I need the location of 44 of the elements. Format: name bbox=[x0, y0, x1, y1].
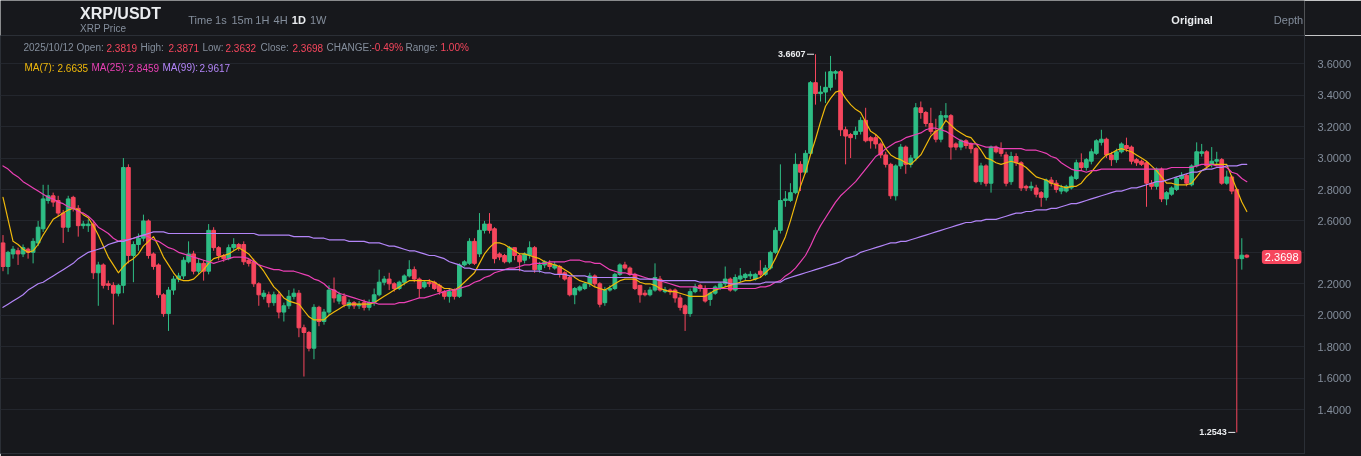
text: Original bbox=[1171, 13, 1213, 26]
y-tick-label: 1.4000 bbox=[1317, 403, 1352, 416]
text: MA(25): bbox=[91, 62, 128, 73]
annotation: 2.3871 bbox=[168, 42, 200, 54]
annotation: 2.8459 bbox=[128, 62, 160, 74]
annotation: Range: bbox=[405, 42, 438, 53]
annotation: 2.3819 bbox=[106, 42, 138, 54]
annotation: -0.49% bbox=[371, 42, 404, 53]
annotation: Open: bbox=[76, 42, 104, 53]
y-tick-label: 2.0000 bbox=[1317, 309, 1352, 322]
annotation: CHANGE: bbox=[326, 42, 373, 53]
text: 1s bbox=[215, 13, 228, 26]
text: Time bbox=[188, 13, 213, 26]
text: 1W bbox=[309, 13, 328, 26]
text: MA(99): bbox=[162, 62, 199, 73]
y-tick-label: 2.2000 bbox=[1317, 277, 1352, 290]
annotation: Close: bbox=[260, 42, 289, 53]
chart-title: XRP/USDT bbox=[80, 5, 162, 22]
annotation: Low: bbox=[202, 42, 224, 53]
text: 1D bbox=[291, 13, 306, 26]
y-tick-label: 3.2000 bbox=[1317, 120, 1352, 133]
text: 1H bbox=[255, 13, 270, 26]
text: 15m bbox=[231, 13, 253, 26]
y-tick-label: 3.6000 bbox=[1317, 57, 1352, 70]
y-tick-label: 2.6000 bbox=[1317, 214, 1352, 227]
y-tick-label: 3.4000 bbox=[1317, 89, 1352, 102]
text: 4H bbox=[273, 13, 288, 26]
text: MA(7): bbox=[24, 62, 55, 73]
text: Depth bbox=[1273, 13, 1304, 26]
y-tick-label: 1.8000 bbox=[1317, 340, 1352, 353]
y-tick-label: 3.0000 bbox=[1317, 152, 1352, 165]
y-tick-label: 1.6000 bbox=[1317, 372, 1352, 385]
annotation: 1.00% bbox=[440, 42, 469, 53]
annotation: 2.3698 bbox=[1264, 251, 1299, 264]
chart-subtitle: XRP Price bbox=[80, 23, 127, 34]
annotation: 1.2543 bbox=[1199, 427, 1227, 438]
annotation: 2.6635 bbox=[57, 62, 89, 74]
annotation: 2.3632 bbox=[225, 42, 257, 54]
annotation: 2.3698 bbox=[292, 42, 324, 54]
annotation: 2.9617 bbox=[199, 62, 231, 74]
annotation: 2025/10/12 bbox=[23, 42, 74, 53]
annotation: High: bbox=[140, 42, 164, 53]
y-tick-label: 2.8000 bbox=[1317, 183, 1352, 196]
annotation: 3.6607 bbox=[777, 49, 806, 60]
